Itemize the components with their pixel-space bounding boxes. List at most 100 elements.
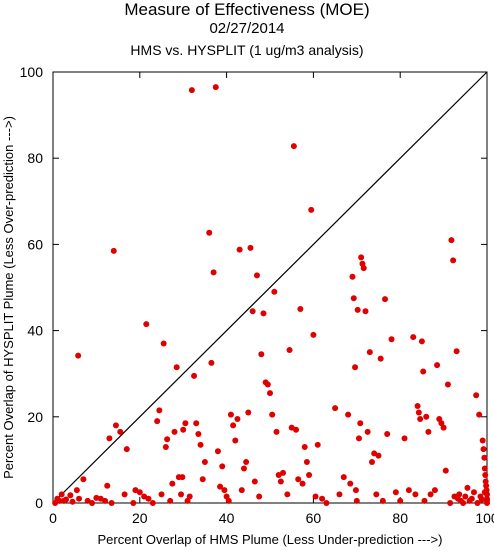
data-point [448, 237, 455, 244]
data-point [130, 500, 137, 506]
data-point [373, 491, 380, 498]
data-point [89, 500, 96, 506]
data-point [360, 265, 367, 272]
data-point [225, 497, 232, 504]
data-point [197, 441, 204, 448]
data-point [256, 493, 263, 500]
data-point [247, 244, 254, 251]
data-point [388, 336, 395, 343]
data-point [427, 491, 434, 498]
y-tick-label: 20 [27, 409, 43, 425]
data-point [308, 206, 315, 213]
data-point [473, 392, 480, 399]
data-point [470, 489, 477, 496]
data-point [156, 407, 163, 414]
data-point [423, 413, 430, 420]
x-tick-label: 100 [475, 510, 494, 526]
data-point [217, 483, 224, 490]
data-point [418, 338, 425, 345]
data-point [219, 463, 226, 470]
data-point [201, 459, 208, 466]
data-point [482, 471, 489, 478]
data-point [206, 229, 213, 236]
data-point [191, 372, 198, 379]
data-point [162, 443, 169, 450]
data-point [478, 496, 485, 503]
data-point [154, 418, 161, 425]
data-point [123, 446, 130, 453]
y-axis-ticks: 0 20 40 60 80 100 [20, 64, 487, 511]
data-point [188, 87, 195, 94]
data-point [164, 436, 171, 443]
data-point [364, 428, 371, 435]
data-point [117, 428, 124, 435]
data-point [447, 500, 454, 506]
data-point [444, 381, 451, 388]
data-point [110, 247, 117, 254]
data-point [69, 498, 76, 505]
data-point [290, 143, 297, 150]
diagonal-reference-line [52, 71, 488, 504]
data-point [271, 288, 278, 295]
plot-frame [52, 71, 488, 504]
data-point [481, 465, 488, 472]
data-point [212, 84, 219, 91]
data-point [167, 497, 174, 504]
data-point [377, 355, 384, 362]
data-point [319, 495, 326, 502]
x-axis-ticks: 0 20 40 60 80 100 [49, 72, 494, 526]
data-point [243, 459, 250, 466]
data-point [453, 348, 460, 355]
data-point [193, 420, 200, 427]
data-point [301, 443, 308, 450]
data-point [238, 487, 245, 494]
x-tick-label: 0 [49, 510, 57, 526]
data-point [280, 469, 287, 476]
data-point [375, 452, 382, 459]
data-point [297, 306, 304, 313]
data-point [476, 411, 483, 418]
data-point [414, 403, 421, 410]
data-point [178, 491, 185, 498]
data-point [227, 411, 234, 418]
data-point [460, 500, 467, 506]
data-point [323, 500, 330, 506]
data-point [310, 331, 317, 338]
data-point [136, 489, 143, 496]
data-point [481, 454, 488, 461]
data-point [420, 368, 427, 375]
data-point [267, 390, 273, 397]
data-point [73, 487, 80, 494]
data-point [442, 467, 449, 474]
data-point [440, 424, 447, 431]
chart-title: Measure of Effectiveness (MOE) [124, 0, 370, 19]
data-point [67, 492, 74, 499]
data-point [182, 420, 189, 427]
data-point [180, 426, 187, 433]
data-point [347, 480, 354, 487]
data-point [173, 364, 180, 371]
data-point [417, 415, 424, 422]
data-point [102, 497, 109, 504]
data-point [352, 487, 359, 494]
data-point [236, 246, 243, 253]
data-point [350, 295, 357, 302]
data-point [106, 435, 113, 442]
data-point [293, 426, 300, 433]
data-point [354, 306, 361, 313]
data-point [482, 478, 489, 485]
data-point [199, 476, 206, 483]
data-point [345, 411, 352, 418]
data-point [75, 352, 82, 359]
data-point [179, 474, 186, 481]
data-point [104, 482, 111, 489]
data-point [195, 431, 202, 438]
data-point [332, 405, 339, 412]
data-point [355, 435, 362, 442]
data-point [349, 273, 356, 280]
data-point [468, 495, 475, 502]
data-point [264, 381, 271, 388]
data-point [186, 493, 193, 500]
data-point [230, 422, 237, 429]
data-point [210, 269, 217, 276]
